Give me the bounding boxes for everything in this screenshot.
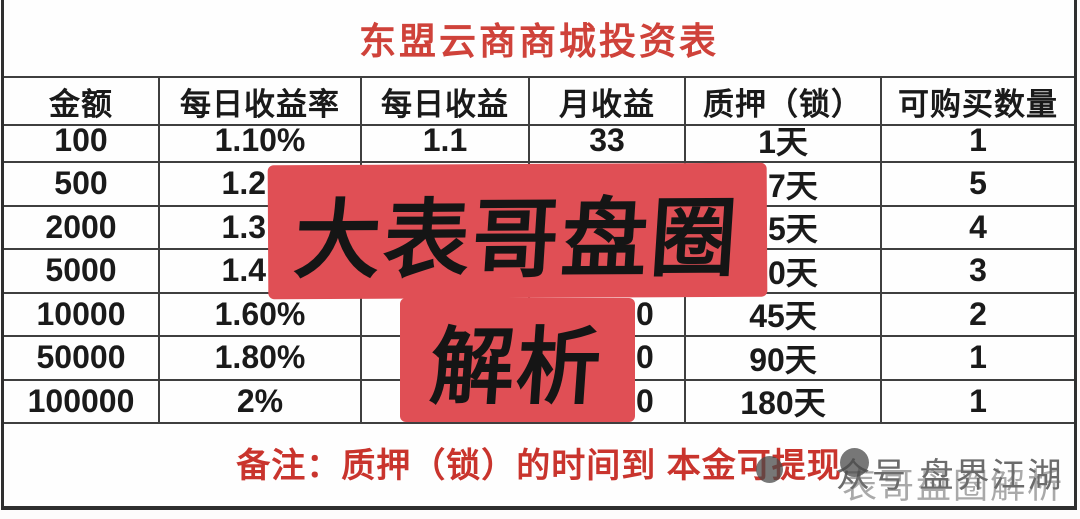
column-header-1: 每日收益率	[160, 76, 362, 126]
cell-r6-c0: 100000	[4, 380, 160, 424]
cell-r0-c3: 33	[530, 119, 686, 163]
note-text: 备注：质押（锁）的时间到 本金可提现	[236, 446, 842, 485]
cell-r1-c5: 5	[882, 163, 1074, 207]
cell-r0-c1: 1.10%	[160, 119, 362, 163]
investment-table: 东盟云商商城投资表 金额 每日收益率 每日收益 月收益 质押（锁） 可购买数量 100 1.1…	[1, 0, 1077, 510]
watermark-dark-text: 众号 盘界江湖	[836, 457, 1064, 495]
investment-grid: 金额 每日收益率 每日收益 月收益 质押（锁） 可购买数量 100 1.10% 1.1 33 1天 1…	[4, 76, 1074, 424]
cell-r2-c5: 4	[882, 207, 1074, 250]
cell-r0-c2: 1.1	[362, 119, 530, 163]
cell-r2-c1: 1.3	[160, 206, 362, 250]
cell-r4-c5: 2	[882, 294, 1074, 337]
column-header-4: 质押（锁）	[686, 76, 882, 126]
cell-r6-c4: 180天	[686, 380, 882, 424]
cell-r4-c4: 45天	[686, 293, 882, 337]
cell-r5-c1: 1.80%	[160, 337, 362, 381]
cell-r0-c0: 100	[4, 119, 160, 163]
watermark-light-text: 表哥盘圈解析	[842, 467, 1065, 506]
overlay-text-line1: 大表哥盘圈	[291, 190, 743, 289]
cell-r0-c4: 1天	[686, 119, 882, 163]
cell-r3-c0: 5000	[4, 250, 160, 294]
column-header-0: 金额	[4, 76, 160, 126]
cell-r3-c4: 0天	[686, 250, 882, 294]
red-sticker-overlay-top: 大表哥盘圈	[267, 162, 768, 300]
column-header-5: 可购买数量	[882, 76, 1074, 126]
cell-r3-c5: 3	[882, 250, 1074, 294]
cell-r1-c1: 1.2	[160, 163, 362, 207]
overlay-text-line2: 解析	[427, 319, 607, 414]
note-row: 备注：质押（锁）的时间到 本金可提现	[4, 424, 1074, 500]
cell-r2-c4: 5天	[686, 206, 882, 250]
cell-r1-c0: 500	[4, 163, 160, 207]
column-header-2: 每日收益	[362, 76, 530, 126]
column-header-3: 月收益	[530, 76, 686, 126]
cell-r1-c4: 7天	[686, 163, 882, 207]
watermark-blob-icon	[840, 448, 869, 477]
cell-r5-c4: 90天	[686, 337, 882, 381]
cell-r6-c5: 1	[882, 381, 1074, 424]
table-title-row: 东盟云商商城投资表	[4, 0, 1074, 76]
red-sticker-overlay-bottom: 解析	[400, 298, 635, 422]
cell-r5-c0: 50000	[4, 337, 160, 381]
table-title: 东盟云商商城投资表	[359, 21, 719, 62]
cell-r0-c5: 1	[882, 120, 1074, 163]
cell-r6-c3: 0	[530, 380, 686, 424]
cell-r4-c1: 1.60%	[160, 293, 362, 337]
cell-r4-c0: 10000	[4, 293, 160, 337]
cell-r6-c1: 2%	[160, 380, 362, 424]
cell-r5-c5: 1	[882, 337, 1074, 381]
watermark-blob-icon	[756, 456, 783, 483]
cell-r2-c0: 2000	[4, 206, 160, 250]
